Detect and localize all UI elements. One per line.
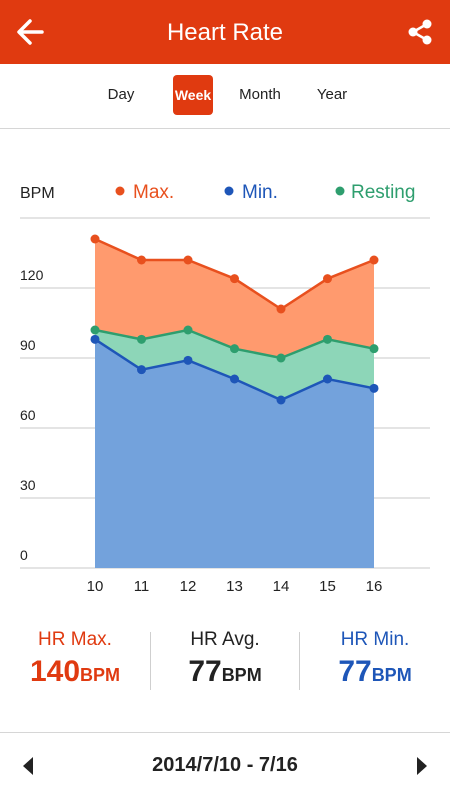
triangle-left-icon xyxy=(23,757,33,775)
share-icon xyxy=(408,19,432,45)
tab-year[interactable]: Year xyxy=(316,86,348,103)
hr-avg-stat: HR Avg. 77BPM xyxy=(150,628,300,695)
y-tick-label: 0 xyxy=(20,547,28,563)
x-tick-label: 15 xyxy=(319,578,336,595)
date-range: 2014/7/10 - 7/16 xyxy=(152,754,298,776)
resting-point xyxy=(323,334,332,344)
y-axis-ticks: 0 30 60 90 120 xyxy=(20,267,44,563)
x-tick-label: 11 xyxy=(134,578,150,595)
divider xyxy=(150,632,151,690)
max-point xyxy=(183,255,193,265)
hr-min-unit: BPM xyxy=(371,665,412,685)
resting-point xyxy=(90,325,100,335)
min-area xyxy=(95,339,374,568)
chart-areas xyxy=(95,239,374,568)
max-legend-dot xyxy=(115,186,125,196)
resting-legend-label: Resting xyxy=(351,182,415,203)
min-point xyxy=(183,355,193,365)
hr-max-value: 140 xyxy=(29,655,81,688)
app-bar: Heart Rate xyxy=(0,0,450,64)
max-point xyxy=(90,234,100,244)
y-axis-label: BPM xyxy=(20,185,55,202)
chart-legend: Max. Min. Resting xyxy=(115,182,415,203)
back-button[interactable] xyxy=(8,10,52,54)
divider xyxy=(299,632,300,690)
arrow-left-icon xyxy=(17,19,44,45)
hr-min-stat: HR Min. 77BPM xyxy=(300,628,450,695)
min-point xyxy=(323,374,332,384)
hr-avg-label: HR Avg. xyxy=(190,629,260,650)
y-tick-label: 120 xyxy=(20,267,44,283)
hr-min-label: HR Min. xyxy=(340,629,410,650)
period-tabs: Day Week Month Year xyxy=(0,64,450,129)
hr-max-unit: BPM xyxy=(80,665,121,685)
summary-stats: HR Max. 140BPM HR Avg. 77BPM HR Min. 77B… xyxy=(0,620,450,700)
y-tick-label: 30 xyxy=(20,477,36,493)
x-tick-label: 14 xyxy=(273,578,290,595)
min-legend-dot xyxy=(224,186,234,196)
heart-rate-chart: BPM Max. Min. Resting 10 11 12 13 14 15 16 0 30 60… xyxy=(20,182,430,595)
resting-legend-dot xyxy=(335,186,345,196)
min-point xyxy=(230,374,239,384)
x-tick-label: 13 xyxy=(226,578,243,595)
resting-point xyxy=(137,334,146,344)
previous-week-button[interactable] xyxy=(10,748,46,784)
hr-max-label: HR Max. xyxy=(38,629,112,650)
share-button[interactable] xyxy=(398,10,442,54)
x-axis-ticks: 10 11 12 13 14 15 16 xyxy=(87,578,383,595)
y-tick-label: 60 xyxy=(20,407,36,423)
max-point xyxy=(230,274,239,284)
x-tick-label: 16 xyxy=(366,578,383,595)
max-point xyxy=(276,304,286,314)
min-point xyxy=(90,334,100,344)
resting-point xyxy=(369,344,379,354)
x-tick-label: 10 xyxy=(87,578,104,595)
next-week-button[interactable] xyxy=(404,748,440,784)
hr-avg-value: 77 xyxy=(188,655,222,688)
tab-day[interactable]: Day xyxy=(107,86,135,103)
hr-avg-value-wrap: 77BPM xyxy=(150,652,300,695)
resting-point xyxy=(276,353,286,363)
resting-point xyxy=(230,344,239,354)
min-point xyxy=(369,383,379,393)
max-point xyxy=(137,255,146,265)
tab-month[interactable]: Month xyxy=(239,86,281,103)
x-tick-label: 12 xyxy=(180,578,197,595)
min-point xyxy=(276,395,286,405)
max-point xyxy=(369,255,379,265)
max-point xyxy=(323,274,332,284)
hr-avg-unit: BPM xyxy=(221,665,262,685)
footer-divider xyxy=(0,732,450,733)
y-tick-label: 90 xyxy=(20,337,36,353)
hr-max-stat: HR Max. 140BPM xyxy=(0,628,150,695)
hr-max-value-wrap: 140BPM xyxy=(0,652,150,695)
chart-points xyxy=(90,234,379,405)
max-legend-label: Max. xyxy=(133,182,174,203)
triangle-right-icon xyxy=(417,757,427,775)
tab-week[interactable]: Week xyxy=(173,75,213,115)
resting-point xyxy=(183,325,193,335)
page-title: Heart Rate xyxy=(166,19,284,46)
min-point xyxy=(137,365,146,375)
hr-min-value-wrap: 77BPM xyxy=(300,652,450,695)
hr-min-value: 77 xyxy=(338,655,372,688)
min-legend-label: Min. xyxy=(242,182,278,203)
